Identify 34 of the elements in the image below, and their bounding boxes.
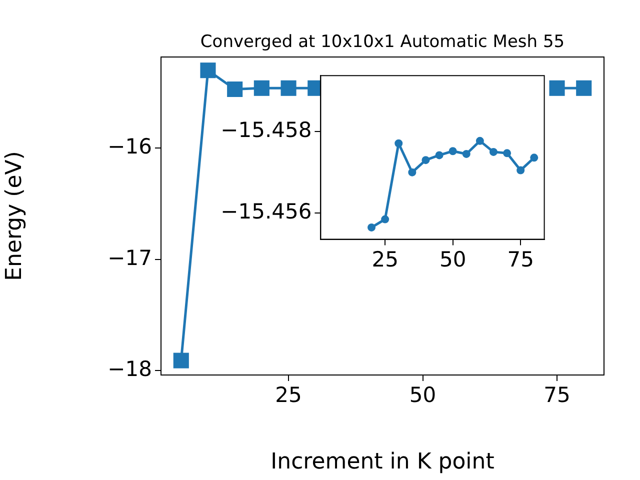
- point: [227, 81, 243, 98]
- point: [549, 80, 565, 96]
- point: [254, 80, 270, 96]
- chart-title: Converged at 10x10x1 Automatic Mesh 55: [200, 32, 565, 52]
- y-tick-label: −18: [108, 357, 152, 382]
- x-tick-label: 25: [372, 247, 398, 272]
- point: [200, 62, 216, 78]
- point: [422, 156, 430, 164]
- point: [489, 148, 498, 156]
- point: [503, 149, 512, 158]
- point: [381, 215, 390, 224]
- y-tick-label: −15.456: [220, 200, 312, 224]
- y-axis-title: Energy (eV): [2, 151, 27, 281]
- x-tick-label: 50: [439, 247, 466, 272]
- x-tick-label: 75: [507, 247, 534, 272]
- point: [530, 154, 538, 162]
- point: [173, 352, 189, 368]
- point: [462, 150, 470, 158]
- x-tick-label: 75: [544, 383, 570, 408]
- y-tick-label: −17: [108, 246, 152, 270]
- y-tick-label: −15.458: [220, 118, 312, 142]
- x-tick-label: 25: [275, 383, 302, 408]
- point: [476, 136, 484, 145]
- point: [394, 139, 403, 148]
- point: [576, 80, 592, 96]
- point: [448, 147, 457, 156]
- x-axis-title: Increment in K point: [270, 450, 495, 475]
- point: [368, 223, 376, 232]
- point: [408, 168, 416, 176]
- point: [435, 151, 444, 160]
- x-tick-label: 50: [409, 383, 436, 408]
- point: [516, 166, 525, 174]
- point: [280, 80, 296, 96]
- y-tick-label: −16: [108, 134, 152, 159]
